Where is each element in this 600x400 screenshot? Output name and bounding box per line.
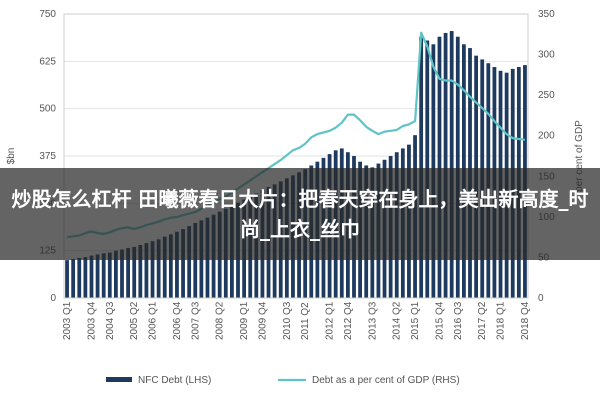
x-tick-label: 2014 Q2: [392, 301, 403, 340]
x-tick-label: 2009 Q1: [239, 301, 250, 340]
nfc-debt-bar: [132, 246, 137, 298]
legend: NFC Debt (LHS) Debt as a per cent of GDP …: [106, 375, 460, 386]
y-left-axis-title: $bn: [6, 148, 17, 165]
x-tick-label: 2015 Q1: [410, 301, 421, 340]
nfc-debt-bar: [95, 254, 100, 298]
x-tick-label: 2016 Q3: [453, 301, 464, 340]
nfc-debt-bar: [126, 248, 130, 298]
x-tick-label: 2007 Q3: [190, 301, 201, 340]
nfc-debt-bar: [101, 253, 106, 298]
nfc-debt-bar: [156, 239, 161, 298]
x-tick-label: 2012 Q1: [325, 301, 336, 340]
y-left-tick-label: 625: [39, 56, 56, 67]
nfc-debt-bar: [168, 234, 173, 298]
title-banner: 炒股怎么杠杆 田曦薇春日大片：把春天穿在身上，美出新高度_时尚_上衣_丝巾: [0, 168, 600, 260]
nfc-debt-bar: [144, 243, 149, 298]
x-tick-label: 2006 Q1: [148, 301, 159, 340]
nfc-debt-bar: [449, 31, 454, 298]
y-left-tick-label: 500: [39, 104, 56, 115]
y-left-tick-label: 375: [39, 151, 56, 162]
x-tick-label: 2017 Q2: [477, 301, 488, 340]
y-left-tick-label: 750: [39, 9, 56, 20]
y-right-tick-label: 350: [538, 9, 555, 20]
x-tick-label: 2004 Q3: [105, 301, 116, 340]
nfc-debt-bar: [65, 260, 69, 298]
x-tick-label: 2006 Q4: [172, 301, 183, 340]
nfc-debt-bar: [77, 257, 82, 298]
nfc-debt-bar: [193, 223, 198, 298]
nfc-debt-bar: [120, 249, 124, 298]
y-right-tick-label: 250: [538, 90, 555, 101]
x-tick-label: 2005 Q2: [129, 301, 140, 340]
nfc-debt-bar: [181, 229, 185, 298]
nfc-debt-bar: [455, 36, 460, 298]
legend-label-nfc-debt: NFC Debt (LHS): [138, 375, 211, 386]
y-right-tick-label: 0: [538, 293, 544, 304]
nfc-debt-bar: [138, 244, 143, 298]
nfc-debt-bar: [443, 32, 448, 298]
x-tick-label: 2013 Q3: [367, 301, 378, 340]
nfc-debt-bar: [175, 231, 179, 298]
nfc-debt-bar: [437, 36, 442, 298]
x-tick-label: 2018 Q4: [520, 301, 531, 340]
x-tick-label: 2011 Q2: [300, 302, 311, 340]
x-tick-label: 2008 Q2: [215, 301, 226, 340]
y-right-tick-label: 200: [538, 131, 555, 142]
y-right-axis-title: per cent of GDP: [574, 120, 585, 192]
legend-label-debt-gdp: Debt as a per cent of GDP (RHS): [312, 375, 460, 386]
nfc-debt-bar: [89, 255, 94, 298]
x-tick-label: 2003 Q1: [62, 301, 73, 340]
nfc-debt-bar: [162, 236, 167, 298]
nfc-debt-bar: [419, 36, 424, 298]
nfc-debt-bar: [107, 252, 112, 298]
banner-title: 炒股怎么杠杆 田曦薇春日大片：把春天穿在身上，美出新高度_时尚_上衣_丝巾: [11, 187, 589, 241]
axes: 0125250375500625750050100150200250300350…: [6, 9, 585, 340]
nfc-debt-bar: [71, 258, 76, 298]
nfc-debt-bar: [83, 257, 88, 298]
nfc-debt-bar: [187, 226, 192, 298]
x-tick-label: 2015 Q4: [434, 301, 445, 340]
y-right-tick-label: 300: [538, 50, 555, 61]
x-tick-label: 2003 Q4: [86, 301, 97, 340]
x-tick-label: 2009 Q4: [257, 301, 268, 340]
y-left-tick-label: 0: [50, 293, 56, 304]
x-tick-label: 2010 Q3: [282, 301, 293, 340]
nfc-debt-bar: [114, 250, 118, 298]
legend-swatch-bar: [106, 377, 132, 382]
x-tick-label: 2012 Q4: [343, 301, 354, 340]
x-tick-label: 2018 Q1: [496, 301, 507, 340]
plot-frame: [63, 13, 529, 299]
nfc-debt-bar: [150, 241, 155, 298]
